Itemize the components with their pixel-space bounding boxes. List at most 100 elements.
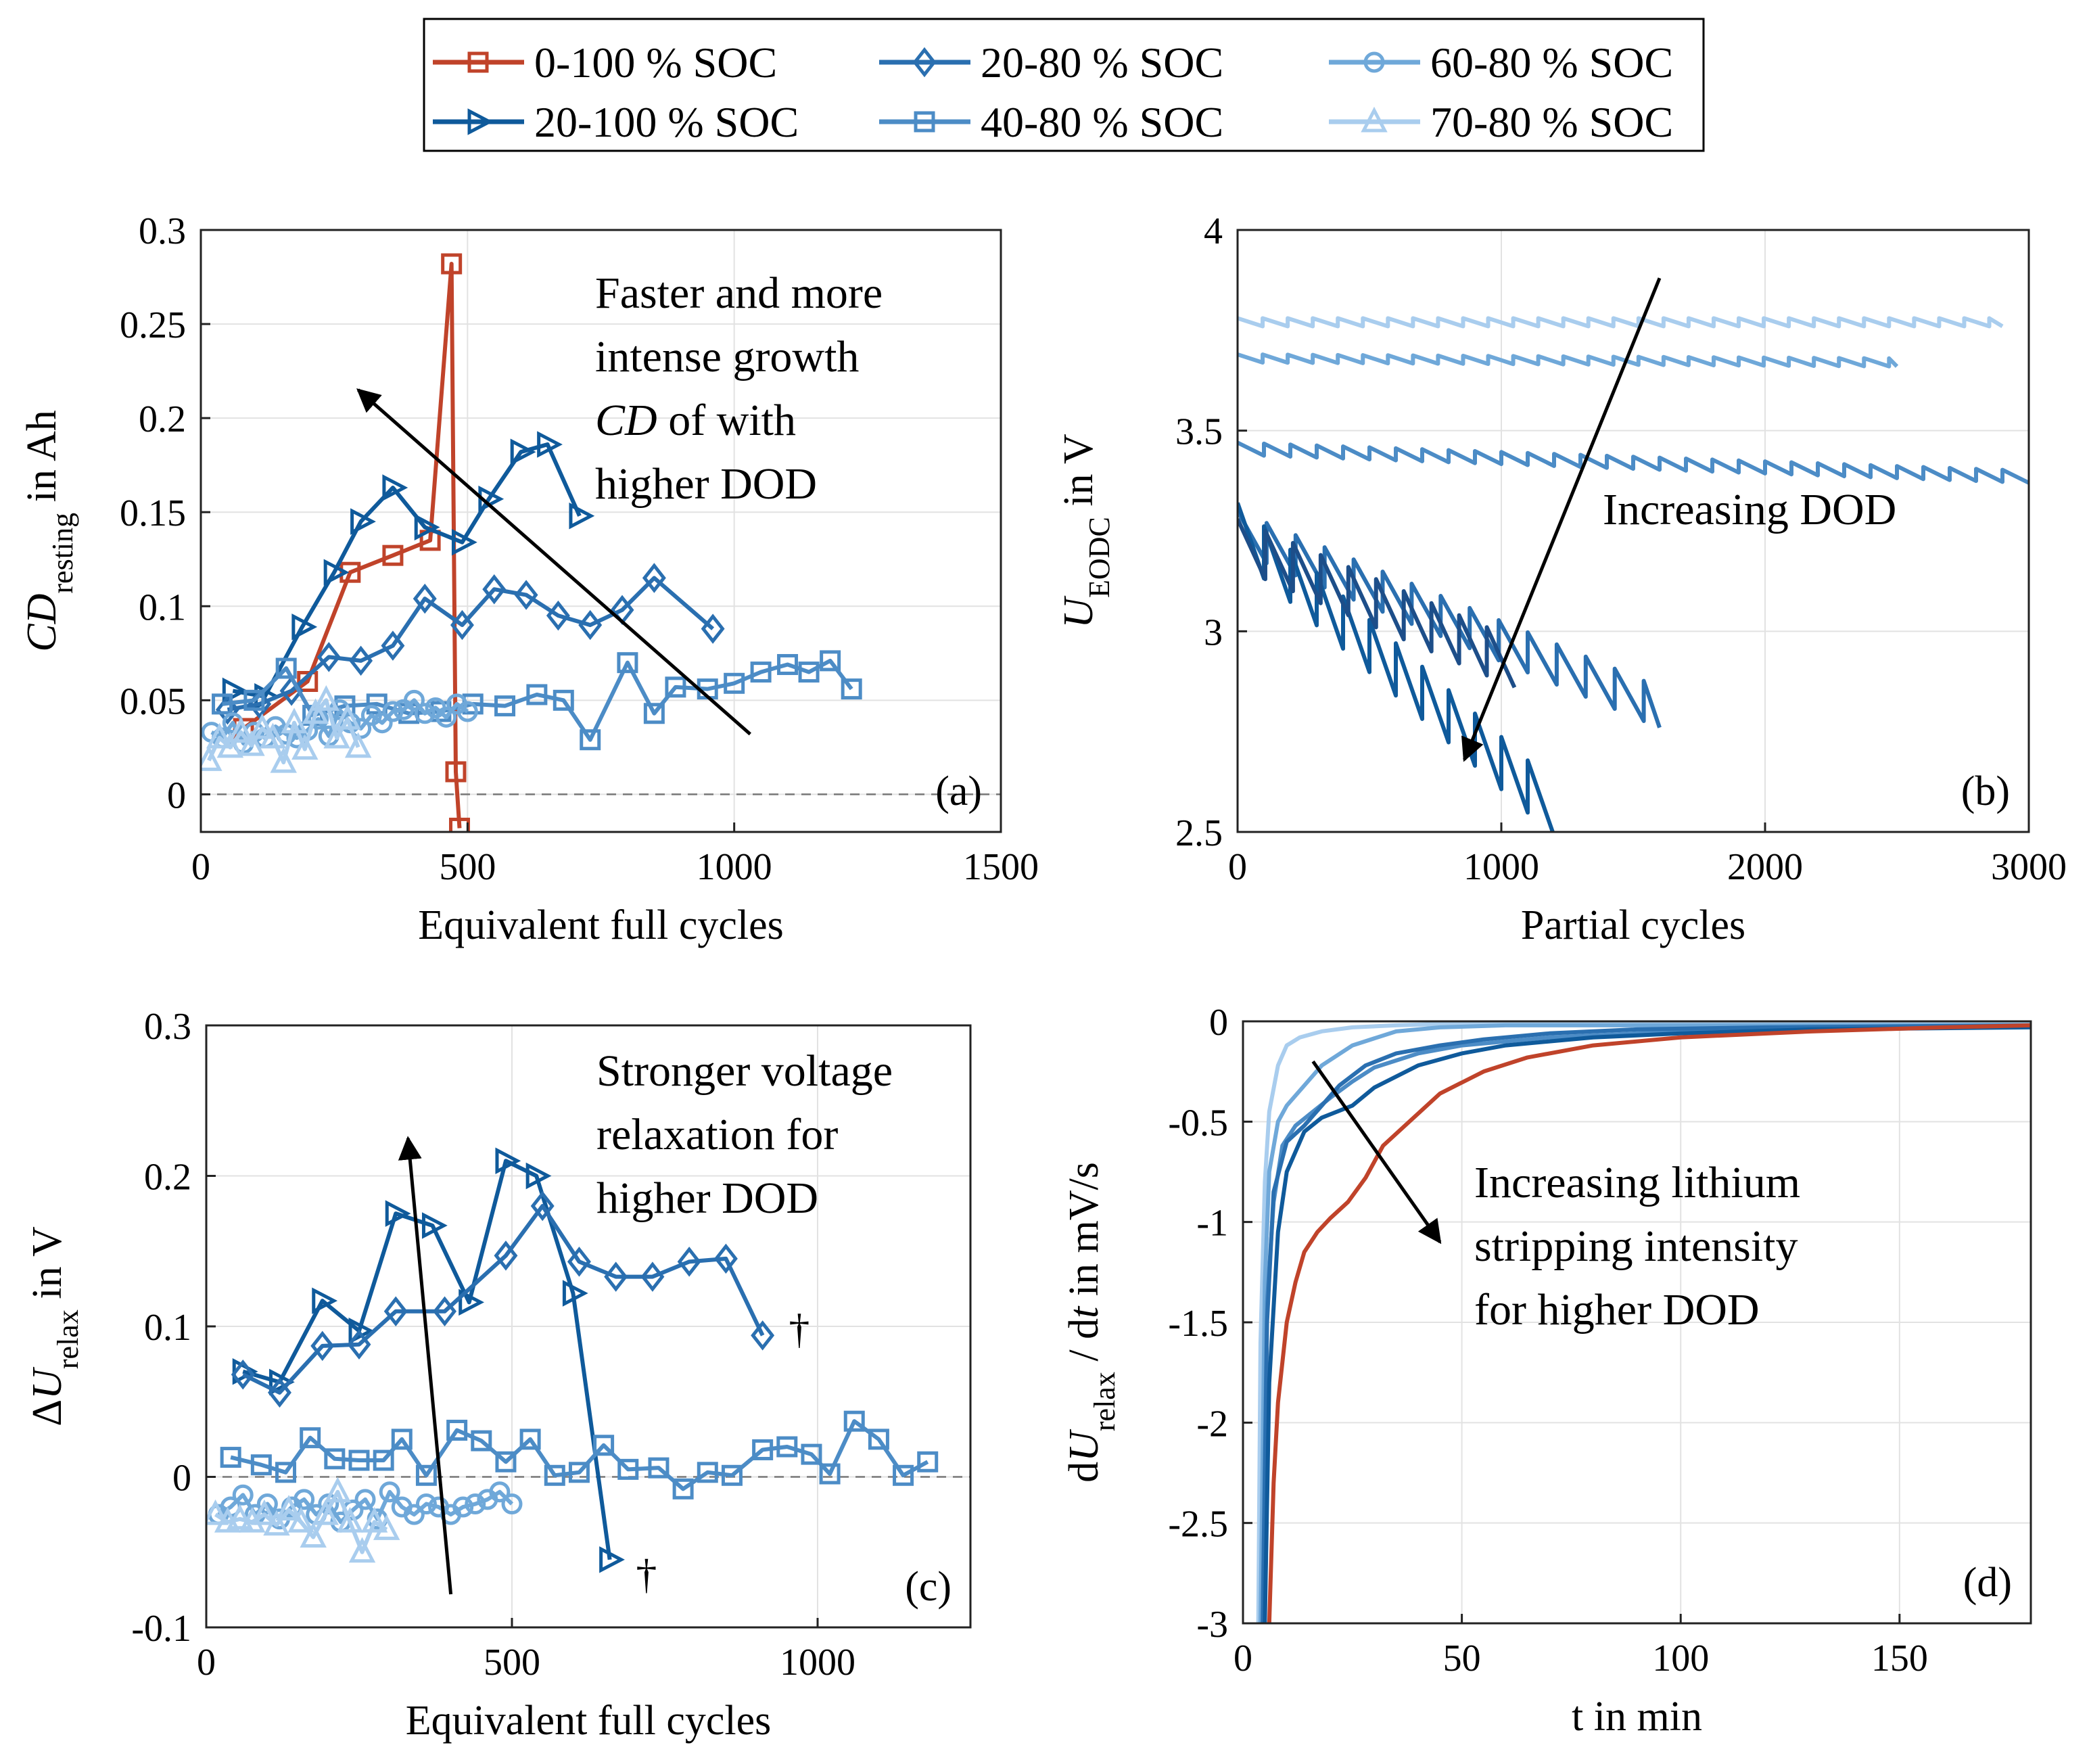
point-diamond	[640, 1261, 665, 1292]
point-diamond	[494, 1240, 518, 1271]
point-square	[495, 1451, 517, 1472]
point-triangle-up	[312, 685, 340, 711]
point-square	[526, 684, 548, 705]
series-line	[1256, 1021, 2031, 1623]
point-triangle-up	[227, 717, 254, 743]
point-square	[519, 1429, 541, 1450]
annotation-line: higher DOD	[595, 459, 817, 509]
annotation-line: stripping intensity	[1474, 1222, 1798, 1271]
point-square	[568, 1462, 590, 1483]
y-tick-label: -0.1	[131, 1608, 191, 1650]
annotation-text: Increasing lithium stripping intensity for…	[1474, 1158, 1800, 1334]
point-diamond	[316, 642, 341, 672]
series-60-80-soc	[1238, 352, 1899, 369]
point-square	[617, 1458, 639, 1480]
point-square	[441, 253, 463, 275]
annotation-line: CD of with	[595, 396, 796, 445]
legend-label: 40-80 % SOC	[981, 98, 1223, 146]
point-square	[373, 1449, 394, 1471]
point-triangle-up	[263, 1510, 290, 1536]
panel-d: 0 50 100 150 -3 -2.5 -2 -1.5 -1 -0.5 0 t in min dUre…	[1061, 1002, 2032, 1740]
point-square	[752, 1439, 774, 1460]
point-triangle-up	[291, 734, 319, 760]
series-40-80-soc	[1238, 440, 2029, 485]
point-circle	[256, 1493, 278, 1515]
legend: 0-100 % SOC 20-80 % SOC 60-80 % SOC 20-100 …	[423, 18, 1705, 152]
y-tick-label: 0.2	[139, 398, 186, 440]
axes-frame	[199, 229, 1002, 833]
point-square	[494, 695, 516, 717]
point-square	[617, 652, 638, 674]
point-diamond	[642, 563, 666, 593]
point-triangle-up	[201, 745, 222, 771]
point-square	[893, 1464, 914, 1486]
y-axis-label: ΔUrelax in V	[24, 1226, 85, 1426]
x-tick-label: 1000	[780, 1642, 855, 1684]
annotation-line: relaxation for	[596, 1110, 838, 1159]
point-circle	[452, 1496, 474, 1518]
point-triangle-right	[350, 508, 376, 535]
legend-marker-diamond	[912, 47, 937, 78]
trend-arrow	[1311, 1060, 1442, 1245]
point-square	[801, 1443, 822, 1465]
point-triangle-up	[300, 1522, 327, 1548]
y-tick-label: 0	[1209, 1002, 1228, 1044]
point-square	[750, 662, 772, 683]
x-ticks: 0 500 1000	[197, 1618, 855, 1684]
series-20-100-soc	[1263, 1025, 2031, 1623]
legend-marker-square	[467, 51, 489, 73]
point-diamond	[433, 1296, 457, 1326]
x-tick-label: 1000	[1463, 846, 1539, 888]
annotation-line: intense growth	[595, 332, 859, 381]
point-square	[843, 1410, 865, 1432]
y-tick-label: 0.15	[120, 492, 186, 534]
point-triangle-up	[238, 730, 265, 756]
annotation-line: Faster and more	[595, 269, 883, 318]
point-triangle-up	[239, 1506, 266, 1533]
legend-label: 0-100 % SOC	[534, 39, 777, 87]
x-ticks: 0 50 100 150	[1234, 1614, 1928, 1679]
trend-arrow	[1461, 277, 1662, 762]
point-square	[415, 1464, 437, 1486]
x-tick-label: 500	[484, 1642, 540, 1684]
series-40-80-soc	[220, 1410, 939, 1500]
dagger-label: †	[789, 1306, 809, 1352]
x-tick-label: 0	[191, 846, 210, 888]
point-triangle-up	[259, 722, 287, 749]
point-square	[339, 561, 361, 583]
series-line	[1263, 1025, 2031, 1623]
x-tick-label: 3000	[1991, 846, 2067, 888]
legend-item-0-100-soc: 0-100 % SOC	[433, 39, 777, 87]
annotation-line: Increasing DOD	[1603, 485, 1896, 534]
point-circle	[414, 703, 436, 724]
point-square	[643, 703, 665, 724]
series-0-100-soc	[1238, 517, 1517, 689]
panel-label: (d)	[1963, 1560, 2012, 1606]
point-square	[868, 1429, 889, 1450]
series-line	[1261, 1023, 2031, 1623]
point-square	[820, 650, 841, 672]
point-square	[665, 676, 686, 698]
series-line	[1238, 352, 1899, 369]
point-circle	[403, 1504, 425, 1525]
y-ticks: -3 -2.5 -2 -1.5 -1 -0.5 0	[1168, 1002, 1252, 1646]
y-tick-label: -2	[1196, 1403, 1228, 1445]
point-triangle-right	[222, 677, 248, 705]
legend-label: 20-80 % SOC	[981, 39, 1223, 87]
x-tick-label: 100	[1652, 1638, 1709, 1679]
point-triangle-up	[206, 722, 233, 749]
y-ticks: -0.1 0 0.1 0.2 0.3	[131, 1006, 216, 1650]
point-diamond	[310, 1330, 335, 1362]
y-tick-label: 0	[172, 1458, 191, 1500]
panel-a: 0 500 1000 1500 0 0.05 0.1 0.15 0.2 0.25 0.3 Equiva…	[19, 210, 1039, 948]
point-circle	[382, 701, 404, 722]
point-diamond	[546, 600, 570, 631]
point-triangle-up	[281, 707, 308, 734]
panel-label: (b)	[1961, 768, 2010, 814]
point-square	[243, 689, 265, 711]
legend-item-60-80-soc: 60-80 % SOC	[1329, 39, 1673, 87]
x-axis-label: Partial cycles	[1521, 902, 1745, 948]
point-square	[275, 1462, 297, 1483]
point-triangle-up	[251, 1499, 278, 1525]
data-series	[206, 1147, 939, 1573]
